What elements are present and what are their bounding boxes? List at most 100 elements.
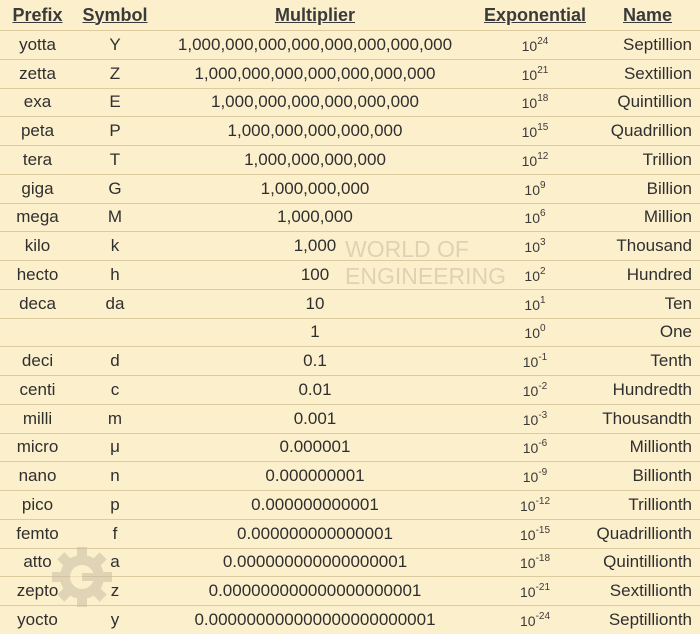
prefix-cell: micro xyxy=(0,432,75,462)
table-row: giga G 1,000,000,000 109 Billion xyxy=(0,173,700,203)
exponent-base: 10 xyxy=(524,239,540,256)
exponential-cell: 106 xyxy=(475,202,595,232)
symbol-cell: E xyxy=(75,87,155,117)
exponent-power: 12 xyxy=(537,150,549,162)
symbol-cell: d xyxy=(75,346,155,376)
exponent-power: 18 xyxy=(537,93,549,105)
header-name: Name xyxy=(622,4,673,25)
exponent-base: 10 xyxy=(524,296,540,313)
exponent-power: -24 xyxy=(535,610,551,622)
multiplier-cell: 1,000,000,000,000 xyxy=(155,145,475,175)
multiplier-cell: 0.000000000000000000000001 xyxy=(155,604,475,634)
table-row: kilo k 1,000 103 Thousand xyxy=(0,231,700,261)
exponential-cell: 102 xyxy=(475,260,595,290)
exponent-base: 10 xyxy=(519,526,536,543)
name-cell: Septillion xyxy=(595,30,700,60)
exponent-power: -9 xyxy=(538,467,548,479)
exponent-base: 10 xyxy=(524,267,540,284)
symbol-cell: M xyxy=(75,202,155,232)
symbol-cell: n xyxy=(75,461,155,491)
name-cell: Sextillionth xyxy=(595,576,700,606)
name-cell: Trillionth xyxy=(595,490,700,520)
multiplier-cell: 0.000000000000001 xyxy=(155,518,475,548)
name-cell: Tenth xyxy=(595,346,700,376)
multiplier-cell: 1,000,000,000,000,000,000 xyxy=(155,87,475,117)
prefix-cell: tera xyxy=(0,145,75,175)
exponential-cell: 103 xyxy=(475,231,595,261)
prefix-cell: femto xyxy=(0,518,75,548)
multiplier-cell: 0.000000000000000001 xyxy=(155,547,475,577)
multiplier-cell: 0.000000000001 xyxy=(155,490,475,520)
symbol-cell: G xyxy=(75,173,155,203)
header-symbol: Symbol xyxy=(82,4,148,25)
exponent-base: 10 xyxy=(522,354,539,371)
multiplier-cell: 1,000,000 xyxy=(155,202,475,232)
prefix-cell: hecto xyxy=(0,260,75,290)
exponent-base: 10 xyxy=(522,411,539,428)
table-row: mega M 1,000,000 106 Million xyxy=(0,202,700,232)
table-row: deci d 0.1 10-1 Tenth xyxy=(0,346,700,376)
multiplier-cell: 1,000,000,000,000,000 xyxy=(155,116,475,146)
name-cell: Billion xyxy=(595,173,700,203)
name-cell: Septillionth xyxy=(595,604,700,634)
exponential-cell: 1021 xyxy=(475,58,595,88)
name-cell: Quadrillion xyxy=(595,116,700,146)
name-cell: Thousandth xyxy=(595,403,700,433)
exponent-power: 24 xyxy=(537,35,549,47)
exponent-power: -18 xyxy=(535,553,551,565)
table-row: femto f 0.000000000000001 10-15 Quadrilliont… xyxy=(0,518,700,548)
symbol-cell xyxy=(75,317,155,347)
table-row: nano n 0.000000001 10-9 Billionth xyxy=(0,461,700,491)
prefix-cell: deca xyxy=(0,288,75,318)
exponential-cell: 10-6 xyxy=(475,432,595,462)
exponential-cell: 10-18 xyxy=(475,547,595,577)
exponent-base: 10 xyxy=(519,584,536,601)
exponent-base: 10 xyxy=(522,440,539,457)
exponent-power: -2 xyxy=(538,380,548,392)
symbol-cell: μ xyxy=(75,432,155,462)
exponential-cell: 10-3 xyxy=(475,403,595,433)
symbol-cell: a xyxy=(75,547,155,577)
exponent-base: 10 xyxy=(524,325,540,342)
name-cell: Million xyxy=(595,202,700,232)
name-cell: Quadrillionth xyxy=(595,518,700,548)
exponential-cell: 10-9 xyxy=(475,461,595,491)
prefix-cell: zepto xyxy=(0,576,75,606)
name-cell: Thousand xyxy=(595,231,700,261)
prefix-cell: yocto xyxy=(0,604,75,634)
table-row: zepto z 0.000000000000000000001 10-21 Sextil… xyxy=(0,576,700,606)
prefix-cell: giga xyxy=(0,173,75,203)
table-row: deca da 10 101 Ten xyxy=(0,288,700,318)
exponent-power: 0 xyxy=(540,323,546,335)
name-cell: Millionth xyxy=(595,432,700,462)
name-cell: Hundredth xyxy=(595,375,700,405)
exponential-cell: 101 xyxy=(475,288,595,318)
exponent-power: -15 xyxy=(535,524,551,536)
exponential-cell: 100 xyxy=(475,317,595,347)
exponent-power: 15 xyxy=(537,122,549,134)
header-multiplier: Multiplier xyxy=(275,4,355,25)
multiplier-cell: 1,000,000,000 xyxy=(155,173,475,203)
symbol-cell: P xyxy=(75,116,155,146)
table-row: pico p 0.000000000001 10-12 Trillionth xyxy=(0,490,700,520)
name-cell: Hundred xyxy=(595,260,700,290)
multiplier-cell: 1 xyxy=(155,317,475,347)
exponent-power: 3 xyxy=(540,237,546,249)
prefix-cell: yotta xyxy=(0,30,75,60)
table-row: peta P 1,000,000,000,000,000 1015 Quadrillio… xyxy=(0,116,700,146)
table-row: milli m 0.001 10-3 Thousandth xyxy=(0,403,700,433)
prefix-cell: mega xyxy=(0,202,75,232)
table-row: yotta Y 1,000,000,000,000,000,000,000,000 1… xyxy=(0,30,700,60)
prefix-cell: deci xyxy=(0,346,75,376)
exponent-power: -3 xyxy=(538,409,548,421)
exponent-base: 10 xyxy=(522,469,539,486)
symbol-cell: y xyxy=(75,604,155,634)
name-cell: Sextillion xyxy=(595,58,700,88)
exponent-power: 6 xyxy=(540,208,546,220)
symbol-cell: m xyxy=(75,403,155,433)
symbol-cell: c xyxy=(75,375,155,405)
exponential-cell: 1024 xyxy=(475,30,595,60)
prefix-cell: kilo xyxy=(0,231,75,261)
name-cell: Ten xyxy=(595,288,700,318)
multiplier-cell: 0.000000001 xyxy=(155,461,475,491)
